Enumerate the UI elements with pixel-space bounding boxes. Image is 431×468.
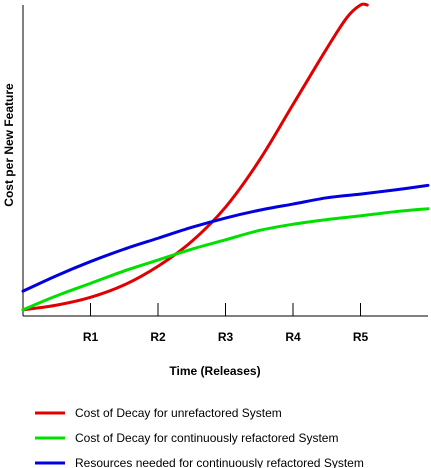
legend: Cost of Decay for unrefactored System Cos… — [35, 406, 364, 468]
x-ticks — [90, 303, 361, 316]
x-axis-title: Time (Releases) — [169, 364, 260, 378]
series-group — [21, 2, 430, 312]
x-tick-label: R1 — [83, 330, 99, 344]
series-line-refactored — [21, 207, 430, 312]
series-line-resources — [21, 183, 430, 293]
x-tick-label: R2 — [150, 330, 166, 344]
y-axis-title: Cost per New Feature — [2, 83, 16, 207]
x-tick-label: R4 — [285, 330, 301, 344]
legend-item-refactored: Cost of Decay for continuously refactore… — [35, 431, 338, 445]
x-tick-label: R5 — [353, 330, 369, 344]
legend-item-resources: Resources needed for continuously refact… — [35, 456, 364, 468]
legend-label: Resources needed for continuously refact… — [75, 456, 364, 468]
x-tick-label: R3 — [218, 330, 234, 344]
series-line-unrefactored — [21, 2, 369, 312]
legend-label: Cost of Decay for continuously refactore… — [75, 431, 338, 445]
legend-item-unrefactored: Cost of Decay for unrefactored System — [35, 406, 282, 420]
axes — [22, 5, 428, 317]
x-tick-labels: R1 R2 R3 R4 R5 — [83, 330, 369, 344]
legend-label: Cost of Decay for unrefactored System — [75, 406, 282, 420]
